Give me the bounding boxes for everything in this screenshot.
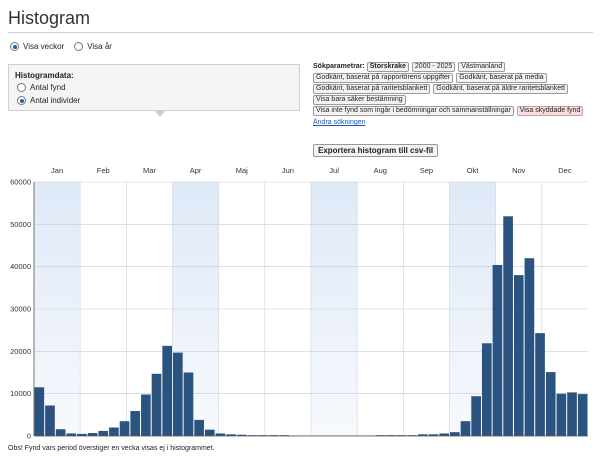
histogram-bar xyxy=(45,405,55,436)
histogram-bar xyxy=(141,394,151,436)
search-chip: Godkänt, baserat på rapportörens uppgift… xyxy=(313,73,454,83)
histogram-bar xyxy=(226,434,236,436)
histogram-bar xyxy=(194,419,204,436)
x-tick-label: Jun xyxy=(282,166,294,175)
option-count-records[interactable]: Antal fynd xyxy=(17,83,66,92)
page-title: Histogram xyxy=(8,8,91,28)
histogram-bar xyxy=(524,258,535,436)
histogram-bar xyxy=(439,433,449,436)
search-chips: Storskrake 2000 - 2025 Västmanland Godkä… xyxy=(313,62,584,116)
histogram-bar xyxy=(418,434,428,436)
histogram-bar xyxy=(151,373,162,436)
histogram-bar xyxy=(34,387,45,436)
histogram-bar xyxy=(577,394,588,436)
y-tick-label: 20000 xyxy=(10,347,31,356)
histogram-bar xyxy=(513,275,524,436)
histogram-bar xyxy=(428,434,439,436)
histogram-bar xyxy=(130,411,141,436)
radio-count-records[interactable] xyxy=(17,83,26,92)
x-tick-label: Sep xyxy=(420,166,433,175)
radio-count-individuals[interactable] xyxy=(17,96,26,105)
histogram-bar xyxy=(567,392,577,436)
x-tick-label: Dec xyxy=(558,166,572,175)
histogram-bar xyxy=(66,433,77,436)
x-tick-label: Feb xyxy=(97,166,110,175)
histogram-bar xyxy=(98,430,109,436)
search-chip: Storskrake xyxy=(366,62,409,72)
histogram-bar xyxy=(492,264,503,436)
title-divider xyxy=(8,32,593,33)
search-chip: Visa bara säker bestämning xyxy=(313,95,406,105)
histogram-bar xyxy=(450,432,460,436)
y-tick-label: 0 xyxy=(27,432,31,441)
histogram-bar xyxy=(535,333,545,436)
histogram-bar xyxy=(279,435,290,436)
y-tick-label: 10000 xyxy=(10,389,31,398)
histogram-data-heading: Histogramdata: xyxy=(15,71,74,80)
option-count-individuals[interactable]: Antal individer xyxy=(17,96,80,105)
y-tick-label: 60000 xyxy=(10,178,31,187)
search-chip: Godkänt, baserat på äldre raritetsblanke… xyxy=(433,84,569,94)
search-chip: Godkänt, baserat på raritetsblankett xyxy=(313,84,431,94)
histogram-bar xyxy=(77,433,87,436)
search-chip: Västmanland xyxy=(458,62,506,72)
y-tick-label: 40000 xyxy=(10,262,31,271)
x-tick-label: Aug xyxy=(374,166,387,175)
radio-years[interactable] xyxy=(74,42,84,51)
y-tick-label: 30000 xyxy=(10,305,31,314)
histogram-bar xyxy=(183,372,194,436)
radio-years-label[interactable]: Visa år xyxy=(87,42,112,51)
histogram-bar xyxy=(396,435,407,436)
search-chip: Godkänt, baserat på media xyxy=(456,73,547,83)
histogram-bar xyxy=(556,393,567,436)
histogram-bar xyxy=(386,435,396,436)
histogram-bar xyxy=(119,421,130,436)
x-tick-label: Okt xyxy=(467,166,480,175)
radio-weeks[interactable] xyxy=(10,42,19,51)
histogram-bar xyxy=(407,435,418,436)
export-csv-button[interactable]: Exportera histogram till csv-fil xyxy=(313,144,439,157)
histogram-bar xyxy=(375,435,386,436)
search-parameters-label: Sökparametrar: xyxy=(313,63,365,70)
histogram-bar xyxy=(204,429,215,436)
histogram-bar xyxy=(258,435,268,436)
change-search-link[interactable]: Ändra sökningen xyxy=(313,119,366,126)
footnote: Obs! Fynd vars period överstiger en veck… xyxy=(8,445,215,452)
histogram-bar xyxy=(236,434,247,436)
search-chip: Visa inte fynd som ingår i bedömningar o… xyxy=(313,106,514,116)
histogram-bar xyxy=(55,429,66,436)
x-tick-label: Maj xyxy=(236,166,248,175)
histogram-bar xyxy=(173,352,183,436)
search-chip: 2000 - 2025 xyxy=(411,62,456,72)
option-count-individuals-label[interactable]: Antal individer xyxy=(30,96,81,105)
view-toggle: Visa veckor Visa år xyxy=(10,42,118,51)
panel-pointer xyxy=(155,111,165,117)
x-tick-label: Mar xyxy=(143,166,156,175)
x-tick-label: Nov xyxy=(512,166,526,175)
histogram-bar xyxy=(545,372,556,436)
histogram-bar xyxy=(215,433,226,436)
histogram-bar xyxy=(471,396,481,436)
histogram-bar xyxy=(247,435,258,436)
radio-weeks-label[interactable]: Visa veckor xyxy=(23,42,65,51)
x-tick-label: Apr xyxy=(190,166,202,175)
histogram-bar xyxy=(460,421,471,436)
histogram-bar xyxy=(481,343,492,436)
histogram-chart: 0 10000 20000 30000 40000 50000 60000 Jan Feb Mar… xyxy=(10,166,588,441)
search-chip: Visa skyddade fynd xyxy=(516,106,584,116)
x-tick-label: Jan xyxy=(51,166,63,175)
histogram-bar xyxy=(109,427,119,436)
histogram-bar xyxy=(268,435,279,436)
histogram-bar xyxy=(87,433,98,436)
y-tick-label: 50000 xyxy=(10,220,31,229)
search-parameters: Sökparametrar: Storskrake 2000 - 2025 Väs… xyxy=(313,62,597,128)
histogram-bar xyxy=(162,345,172,436)
option-count-records-label[interactable]: Antal fynd xyxy=(30,83,66,92)
histogram-bar xyxy=(503,216,513,436)
x-tick-label: Jul xyxy=(329,166,339,175)
histogram-data-panel: Histogramdata: Antal fynd Antal individe… xyxy=(8,64,300,117)
